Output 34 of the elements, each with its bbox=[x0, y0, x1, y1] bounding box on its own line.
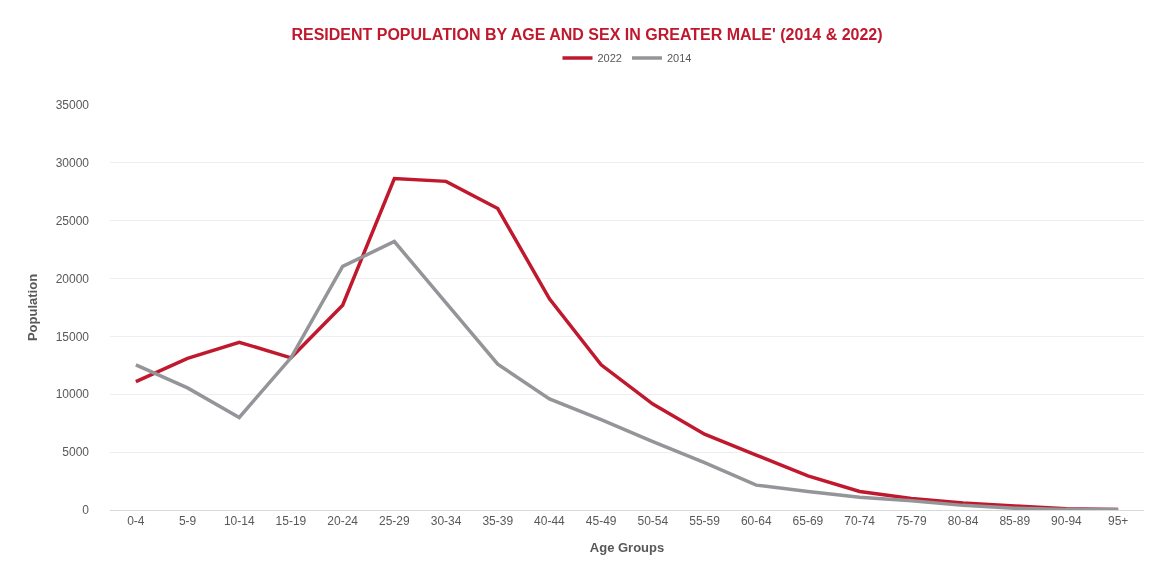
x-tick-label: 20-24 bbox=[327, 514, 359, 529]
x-tick-label: 5-9 bbox=[178, 514, 197, 529]
y-tick-label: 0 bbox=[82, 503, 90, 518]
x-tick-label: 40-44 bbox=[534, 514, 566, 529]
x-tick-label: 10-14 bbox=[223, 514, 255, 529]
y-tick-label: 10000 bbox=[55, 387, 90, 402]
y-tick-label: 30000 bbox=[55, 156, 90, 171]
x-tick-label: 30-34 bbox=[430, 514, 462, 529]
y-axis-title: Population bbox=[24, 273, 40, 342]
line-series bbox=[134, 239, 1120, 510]
legend-label: 2022 bbox=[597, 52, 622, 65]
x-tick-label: 80-84 bbox=[947, 514, 979, 529]
y-tick-label: 20000 bbox=[55, 271, 90, 286]
x-tick-label: 35-39 bbox=[482, 514, 514, 529]
x-tick-label: 0-4 bbox=[127, 514, 145, 529]
chart-title: RESIDENT POPULATION BY AGE AND SEX IN GREATER MALE' (2014 & 2022) bbox=[291, 26, 883, 44]
x-axis-title: Age Groups bbox=[589, 540, 665, 555]
x-tick-label: 55-59 bbox=[689, 514, 721, 529]
x-tick-label: 15-19 bbox=[275, 514, 307, 529]
x-tick-label: 85-89 bbox=[999, 514, 1031, 529]
x-tick-label: 75-79 bbox=[896, 514, 928, 529]
x-tick-label: 45-49 bbox=[585, 514, 617, 529]
y-tick-label: 35000 bbox=[55, 98, 90, 113]
x-tick-label: 25-29 bbox=[379, 514, 411, 529]
x-tick-label: 65-69 bbox=[792, 514, 824, 529]
x-tick-label: 90-94 bbox=[1051, 514, 1083, 529]
legend-label: 2014 bbox=[666, 52, 692, 65]
y-tick-label: 25000 bbox=[55, 213, 90, 228]
x-tick-label: 60-64 bbox=[740, 514, 772, 529]
y-tick-label: 15000 bbox=[55, 329, 90, 344]
x-tick-label: 95+ bbox=[1107, 514, 1129, 529]
x-tick-label: 50-54 bbox=[637, 514, 669, 529]
y-tick-label: 5000 bbox=[62, 445, 90, 460]
x-tick-label: 70-74 bbox=[844, 514, 876, 529]
